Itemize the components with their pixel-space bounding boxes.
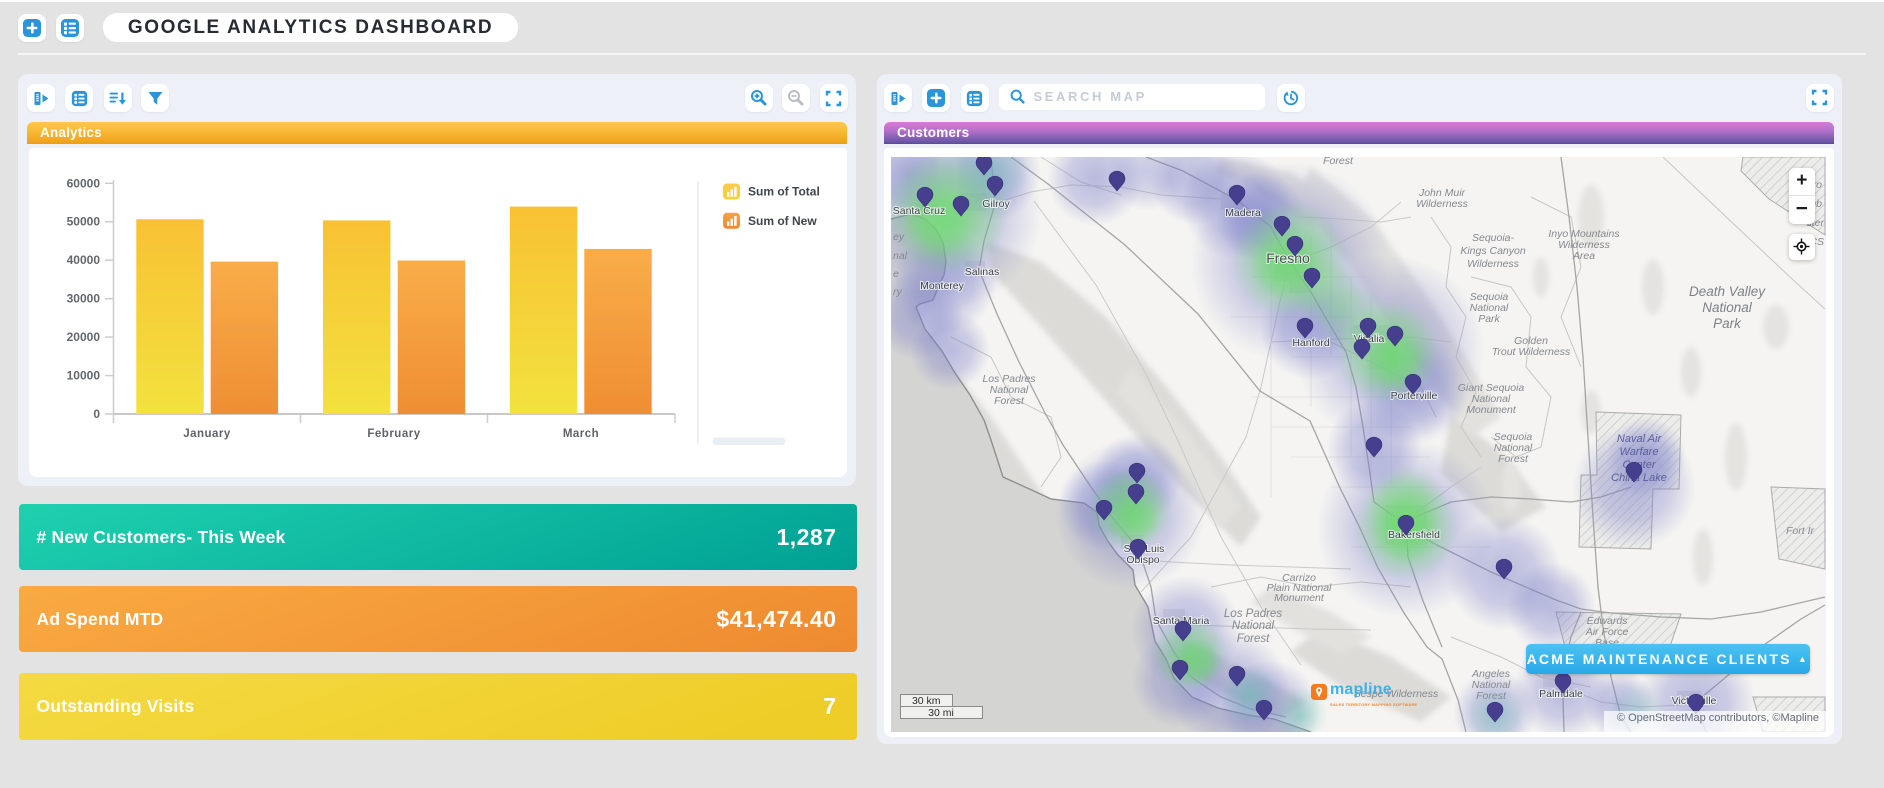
svg-text:March: March [563,428,599,440]
svg-text:20000: 20000 [67,330,101,344]
svg-text:Sequoia: Sequoia [1470,291,1509,303]
svg-text:Edwards: Edwards [1587,615,1629,627]
svg-text:10000: 10000 [67,369,101,383]
svg-text:Park: Park [1478,313,1500,325]
svg-text:Park: Park [1713,316,1742,331]
svg-text:China Lake: China Lake [1611,472,1667,484]
svg-text:Plain National: Plain National [1267,582,1332,594]
svg-text:Hanford: Hanford [1292,337,1330,349]
svg-text:Gilroy: Gilroy [982,198,1010,210]
svg-text:Fresno: Fresno [1266,250,1310,266]
svg-text:Sespe Wilderness: Sespe Wilderness [1354,688,1439,700]
svg-text:National: National [1472,679,1511,691]
svg-text:Sequoia: Sequoia [1494,431,1533,443]
svg-text:John Muir: John Muir [1418,187,1466,199]
svg-text:Inyo Mountains: Inyo Mountains [1548,228,1620,240]
svg-text:Sum of New: Sum of New [748,214,817,228]
svg-text:Forest: Forest [1498,453,1529,465]
svg-text:Wilderness: Wilderness [1558,239,1611,251]
svg-text:Santa Maria: Santa Maria [1153,615,1210,627]
svg-text:50000: 50000 [67,215,101,229]
svg-text:Death Valley: Death Valley [1689,284,1766,299]
svg-text:Sequoia-: Sequoia- [1472,232,1515,244]
svg-text:Wilderness: Wilderness [1416,198,1469,210]
svg-text:60000: 60000 [67,176,101,190]
svg-text:Monument: Monument [1274,592,1325,604]
svg-text:Madera: Madera [1225,207,1261,219]
svg-text:National: National [1470,302,1509,314]
svg-text:Kings Canyon: Kings Canyon [1460,245,1526,257]
svg-text:Air Force: Air Force [1585,626,1629,638]
svg-text:National: National [1472,393,1511,405]
svg-text:Carrizo: Carrizo [1282,572,1316,584]
svg-text:Forest: Forest [1476,690,1507,702]
svg-text:e: e [893,268,899,280]
svg-text:Warfare: Warfare [1620,446,1659,458]
svg-text:Bakersfield: Bakersfield [1388,529,1440,541]
svg-text:Angeles: Angeles [1471,668,1511,680]
svg-text:ey: ey [893,231,905,243]
svg-text:40000: 40000 [67,253,101,267]
svg-text:National: National [1232,620,1275,632]
svg-text:Giant Sequoia: Giant Sequoia [1458,382,1525,394]
svg-text:Obispo: Obispo [1126,554,1159,566]
svg-text:Porterville: Porterville [1391,390,1438,402]
svg-text:Santa Cruz: Santa Cruz [893,205,946,217]
svg-text:Naval Air: Naval Air [1617,433,1663,445]
svg-text:Area: Area [1572,250,1595,262]
svg-text:0: 0 [93,407,100,421]
svg-text:Monterey: Monterey [920,280,965,292]
svg-text:Wilderness: Wilderness [1467,258,1520,270]
svg-text:Los Padres: Los Padres [1224,608,1282,620]
svg-text:nal: nal [893,250,908,262]
svg-text:Sum of Total: Sum of Total [748,185,820,199]
svg-text:National: National [1494,442,1533,454]
svg-text:Palmdale: Palmdale [1539,688,1583,700]
svg-text:Forest: Forest [1237,633,1270,645]
svg-text:February: February [367,428,420,440]
svg-text:National: National [990,384,1029,396]
svg-text:30000: 30000 [67,292,101,306]
svg-text:Forest: Forest [1323,157,1354,167]
svg-text:Monument: Monument [1466,404,1517,416]
svg-text:Salinas: Salinas [965,266,999,278]
svg-text:Forest: Forest [994,395,1025,407]
svg-text:January: January [183,428,231,440]
svg-text:Fort Ir: Fort Ir [1786,525,1815,537]
svg-text:Los Padres: Los Padres [982,373,1036,385]
svg-text:Golden: Golden [1514,335,1548,347]
svg-text:Trout Wilderness: Trout Wilderness [1492,346,1571,358]
svg-text:ry: ry [893,286,902,298]
svg-text:National: National [1702,300,1753,315]
